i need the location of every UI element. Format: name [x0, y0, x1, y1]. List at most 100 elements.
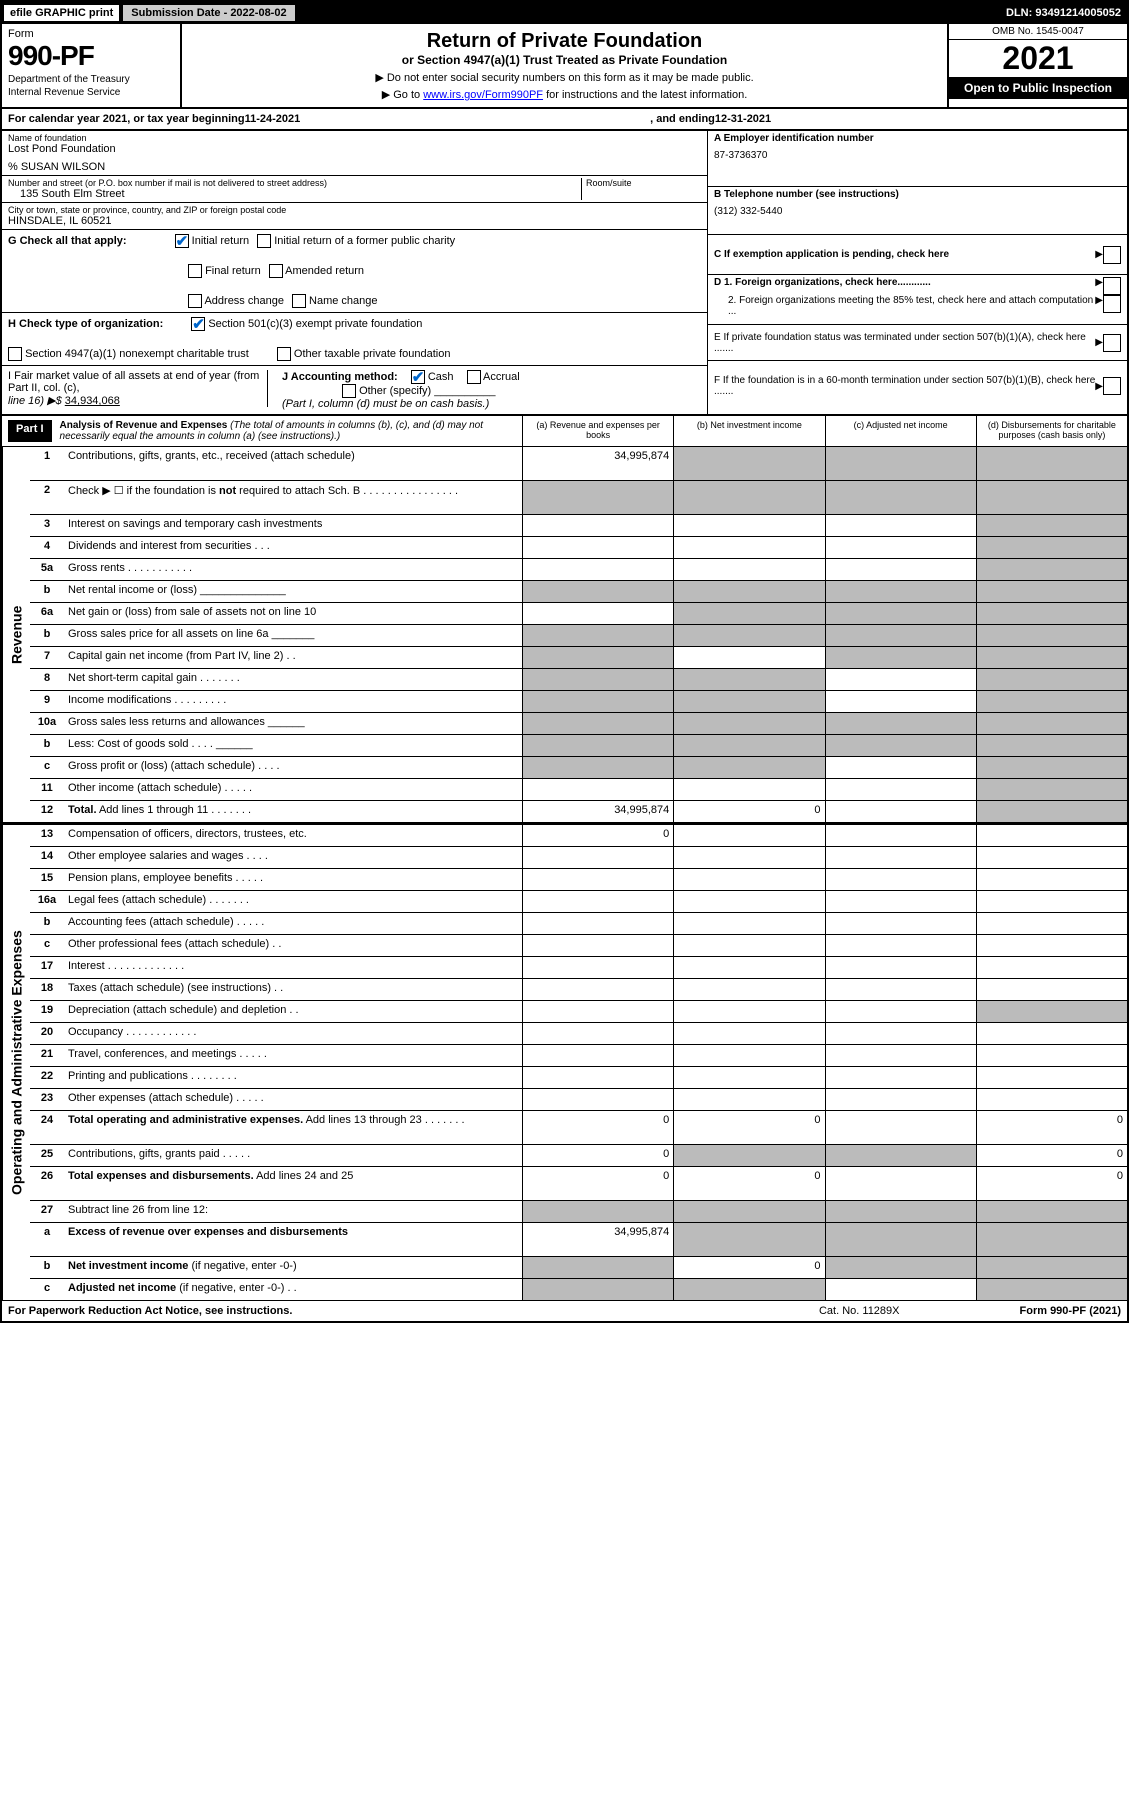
expense-rows: 13Compensation of officers, directors, t… [30, 825, 1127, 1301]
value-cell [825, 957, 976, 978]
value-cell [976, 1257, 1127, 1278]
line-number: a [30, 1223, 64, 1256]
chk-other-method[interactable] [342, 384, 356, 398]
line-description: Dividends and interest from securities .… [64, 537, 522, 558]
form-page: efile GRAPHIC print Submission Date - 20… [0, 0, 1129, 1323]
table-row: 23Other expenses (attach schedule) . . .… [30, 1089, 1127, 1111]
line-number: 13 [30, 825, 64, 846]
value-cell [673, 1089, 824, 1110]
chk-initial-return[interactable] [175, 234, 189, 248]
irs-link[interactable]: www.irs.gov/Form990PF [423, 89, 543, 101]
value-cell [976, 847, 1127, 868]
chk-d1[interactable] [1103, 277, 1121, 295]
value-cell [976, 935, 1127, 956]
calendar-year-row: For calendar year 2021, or tax year begi… [2, 109, 1127, 131]
value-cell [522, 1279, 673, 1300]
table-row: 25Contributions, gifts, grants paid . . … [30, 1145, 1127, 1167]
value-cell [522, 581, 673, 602]
value-cell [825, 515, 976, 536]
line-description: Income modifications . . . . . . . . . [64, 691, 522, 712]
value-cell [825, 713, 976, 734]
chk-c-pending[interactable] [1103, 246, 1121, 264]
chk-f[interactable] [1103, 377, 1121, 395]
value-cell [976, 537, 1127, 558]
chk-e[interactable] [1103, 334, 1121, 352]
j-label: J Accounting method: [282, 371, 398, 383]
line-number: 7 [30, 647, 64, 668]
chk-501c3[interactable] [191, 317, 205, 331]
value-cell [522, 481, 673, 514]
dln-number: DLN: 93491214005052 [1006, 7, 1127, 19]
table-row: 16aLegal fees (attach schedule) . . . . … [30, 891, 1127, 913]
value-cell: 34,995,874 [522, 447, 673, 480]
value-cell [522, 847, 673, 868]
line-description: Travel, conferences, and meetings . . . … [64, 1045, 522, 1066]
line-description: Net investment income (if negative, ente… [64, 1257, 522, 1278]
value-cell [825, 481, 976, 514]
j-cash: Cash [428, 371, 454, 383]
line-number: 26 [30, 1167, 64, 1200]
value-cell [825, 891, 976, 912]
value-cell [825, 691, 976, 712]
value-cell [825, 1223, 976, 1256]
line-number: 10a [30, 713, 64, 734]
chk-initial-former[interactable] [257, 234, 271, 248]
line-number: b [30, 735, 64, 756]
footer-right: Form 990-PF (2021) [1020, 1305, 1122, 1317]
value-cell [825, 779, 976, 800]
chk-amended[interactable] [269, 264, 283, 278]
value-cell [825, 913, 976, 934]
e-row: E If private foundation status was termi… [708, 325, 1127, 361]
line-description: Other professional fees (attach schedule… [64, 935, 522, 956]
chk-address[interactable] [188, 294, 202, 308]
chk-namechange[interactable] [292, 294, 306, 308]
line-description: Other expenses (attach schedule) . . . .… [64, 1089, 522, 1110]
value-cell [976, 891, 1127, 912]
value-cell [673, 913, 824, 934]
chk-cash[interactable] [411, 370, 425, 384]
table-row: 18Taxes (attach schedule) (see instructi… [30, 979, 1127, 1001]
line-description: Total operating and administrative expen… [64, 1111, 522, 1144]
chk-accrual[interactable] [467, 370, 481, 384]
value-cell: 34,995,874 [522, 1223, 673, 1256]
value-cell [825, 1257, 976, 1278]
form-title: Return of Private Foundation [188, 30, 941, 53]
value-cell [825, 1167, 976, 1200]
ein-row: A Employer identification number 87-3736… [708, 131, 1127, 187]
line-number: 18 [30, 979, 64, 1000]
value-cell [673, 979, 824, 1000]
c-label: C If exemption application is pending, c… [714, 249, 1095, 260]
value-cell [522, 1045, 673, 1066]
value-cell [673, 779, 824, 800]
line-description: Gross sales price for all assets on line… [64, 625, 522, 646]
chk-other-tax[interactable] [277, 347, 291, 361]
value-cell [976, 647, 1127, 668]
chk-final[interactable] [188, 264, 202, 278]
table-row: cAdjusted net income (if negative, enter… [30, 1279, 1127, 1301]
col-a-hdr: (a) Revenue and expenses per books [522, 416, 673, 446]
b-label: B Telephone number (see instructions) [714, 189, 899, 200]
value-cell [522, 1089, 673, 1110]
col-d-hdr: (d) Disbursements for charitable purpose… [976, 416, 1127, 446]
line-number: 25 [30, 1145, 64, 1166]
table-row: 24Total operating and administrative exp… [30, 1111, 1127, 1145]
line-number: 11 [30, 779, 64, 800]
value-cell [522, 1001, 673, 1022]
chk-4947[interactable] [8, 347, 22, 361]
addr-label: Number and street (or P.O. box number if… [8, 178, 581, 188]
i-label: I Fair market value of all assets at end… [8, 370, 259, 394]
ein-value: 87-3736370 [714, 150, 1121, 161]
table-row: 1Contributions, gifts, grants, etc., rec… [30, 447, 1127, 481]
ij-row: I Fair market value of all assets at end… [2, 366, 707, 414]
value-cell [673, 1067, 824, 1088]
value-cell [825, 1279, 976, 1300]
a-label: A Employer identification number [714, 133, 874, 144]
header-center: Return of Private Foundation or Section … [182, 24, 947, 107]
line-description: Less: Cost of goods sold . . . . ______ [64, 735, 522, 756]
value-cell [825, 825, 976, 846]
value-cell [522, 1067, 673, 1088]
value-cell [825, 979, 976, 1000]
value-cell [673, 647, 824, 668]
value-cell [976, 801, 1127, 822]
chk-d2[interactable] [1103, 295, 1121, 313]
